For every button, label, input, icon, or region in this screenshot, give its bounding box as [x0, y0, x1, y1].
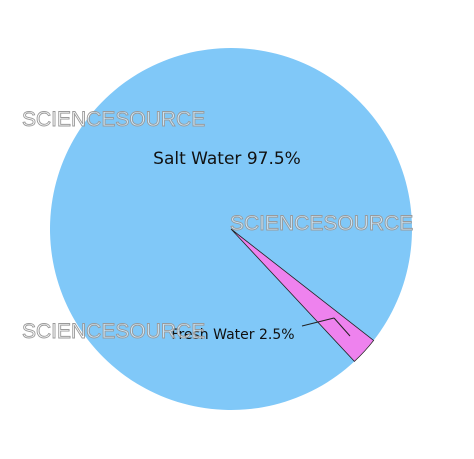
slice-label: Salt Water 97.5%: [153, 149, 301, 169]
pie-slice: [230, 228, 375, 362]
slice-label: Fresh Water 2.5%: [171, 327, 294, 343]
watermark: SCIENCESOURCE: [22, 320, 205, 343]
leader-line: [301, 317, 335, 327]
category-label: Salt Water: [153, 149, 241, 169]
watermark: SCIENCESOURCE: [230, 212, 413, 235]
pie: [49, 48, 412, 411]
value-label: 2.5%: [259, 327, 295, 343]
watermark: SCIENCESOURCE: [22, 108, 205, 131]
category-label: Fresh Water: [171, 327, 254, 343]
leader-line: [333, 317, 351, 337]
value-label: 97.5%: [247, 149, 301, 169]
